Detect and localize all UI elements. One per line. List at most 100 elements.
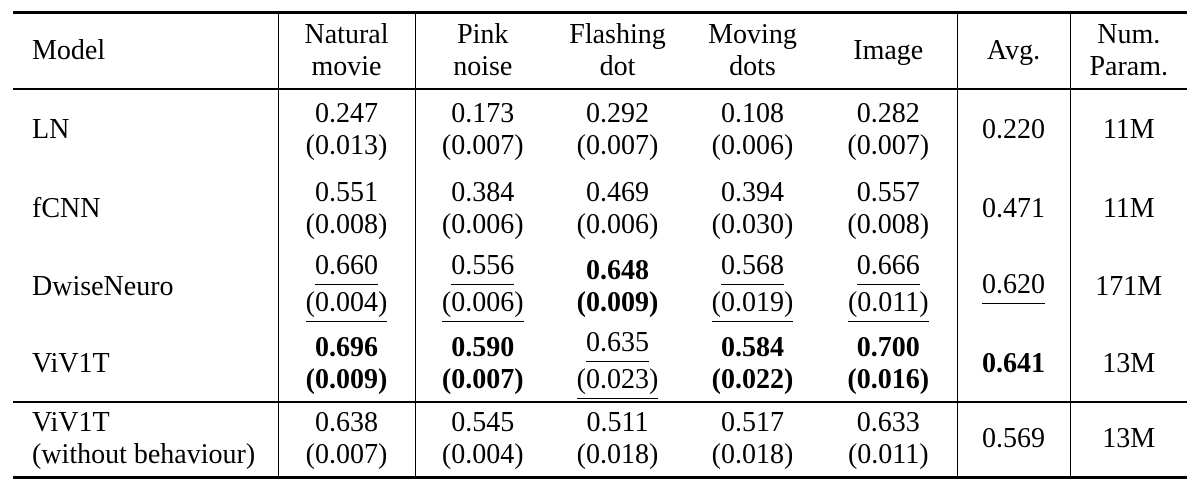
- cell-value: 0.394: [721, 177, 784, 208]
- cell-moving-dots: 0.584 (0.022): [685, 327, 820, 402]
- cell-value: 0.584: [721, 331, 784, 363]
- cell-value: 0.557: [856, 177, 920, 208]
- cell-stderr: (0.007): [441, 130, 524, 161]
- table-row-fcnn: fCNN 0.551 (0.008) 0.384 (0.006) 0.469 (…: [13, 170, 1187, 248]
- cell-value: 0.666: [856, 250, 920, 285]
- cell-num-param: 11M: [1069, 170, 1187, 248]
- cell-num-param: 13M: [1069, 326, 1187, 402]
- column-header-pink-noise: Pink noise: [414, 12, 550, 90]
- cell-image: 0.282 (0.007): [820, 89, 957, 171]
- cell-value: 13M: [1102, 423, 1156, 455]
- column-header-image: Image: [820, 12, 957, 90]
- cell-stderr: (0.006): [441, 209, 524, 240]
- cell-value: 0.384: [451, 177, 515, 208]
- cell-value: 0.696: [315, 331, 378, 363]
- column-header-flashing-dot: Flashing dot: [550, 12, 685, 90]
- cell-value: 0.469: [586, 177, 649, 208]
- cell-stderr: (0.009): [576, 287, 659, 318]
- cell-value: 0.292: [586, 98, 649, 129]
- cell-stderr: (0.011): [847, 439, 929, 471]
- cell-stderr: (0.007): [305, 439, 388, 471]
- cell-value: 0.568: [721, 250, 784, 285]
- row-label: fCNN: [32, 193, 101, 224]
- cell-num-param: 171M: [1069, 247, 1187, 327]
- cell-stderr: (0.022): [711, 363, 794, 395]
- row-label: DwiseNeuro: [32, 271, 174, 302]
- cell-moving-dots: 0.568 (0.019): [685, 248, 820, 327]
- cell-stderr: (0.018): [576, 439, 659, 471]
- cell-value: 0.220: [982, 114, 1045, 145]
- cell-pink-noise: 0.556 (0.006): [414, 247, 550, 327]
- table-row-viv1t: ViV1T 0.696 (0.009) 0.590 (0.007) 0.635 …: [13, 326, 1187, 402]
- cell-avg: 0.620: [956, 247, 1070, 327]
- cell-value: 0.635: [586, 327, 649, 362]
- cell-value: 0.247: [315, 98, 378, 129]
- cell-moving-dots: 0.394 (0.030): [685, 171, 820, 248]
- cell-flashing-dot: 0.292 (0.007): [550, 89, 685, 171]
- cell-pink-noise: 0.545 (0.004): [414, 400, 550, 478]
- cell-value: 0.641: [982, 347, 1045, 379]
- cell-stderr: (0.011): [847, 287, 929, 322]
- cell-stderr: (0.008): [305, 209, 388, 240]
- cell-value: 0.471: [982, 193, 1045, 224]
- cell-value: 0.648: [586, 255, 649, 286]
- cell-natural-movie: 0.551 (0.008): [277, 170, 415, 248]
- cell-moving-dots: 0.108 (0.006): [685, 89, 820, 171]
- cell-stderr: (0.006): [711, 130, 794, 161]
- cell-value: 0.282: [856, 98, 920, 129]
- cell-flashing-dot: 0.469 (0.006): [550, 171, 685, 248]
- cell-value: 0.173: [451, 98, 515, 129]
- cell-stderr: (0.023): [576, 364, 659, 399]
- cell-avg: 0.641: [956, 326, 1070, 402]
- cell-pink-noise: 0.590 (0.007): [414, 326, 550, 402]
- cell-value: 11M: [1102, 193, 1155, 224]
- column-header-natural-movie: Natural movie: [277, 12, 415, 90]
- cell-value: 171M: [1095, 271, 1163, 302]
- cell-stderr: (0.004): [441, 439, 524, 471]
- cell-value: 11M: [1102, 114, 1155, 145]
- cell-value: 0.638: [315, 407, 378, 439]
- cell-pink-noise: 0.173 (0.007): [414, 88, 550, 171]
- cell-image: 0.666 (0.011): [820, 248, 957, 327]
- cell-num-param: 13M: [1069, 400, 1187, 478]
- cell-value: 0.633: [856, 407, 920, 439]
- cell-stderr: (0.030): [711, 209, 794, 240]
- cell-stderr: (0.006): [576, 209, 659, 240]
- results-table: Model Natural movie Pink noise Flashing …: [13, 11, 1187, 479]
- table-row-dwiseneuro: DwiseNeuro 0.660 (0.004) 0.556 (0.006) 0…: [13, 247, 1187, 327]
- cell-stderr: (0.009): [305, 363, 388, 395]
- table-row-ln: LN 0.247 (0.013) 0.173 (0.007) 0.292 (0.…: [13, 88, 1187, 171]
- cell-image: 0.700 (0.016): [820, 327, 957, 402]
- cell-natural-movie: 0.696 (0.009): [277, 326, 415, 402]
- cell-flashing-dot: 0.648 (0.009): [550, 248, 685, 327]
- cell-value: 0.551: [315, 177, 378, 208]
- cell-value: 0.556: [451, 250, 515, 285]
- cell-value: 0.517: [721, 407, 784, 439]
- cell-image: 0.633 (0.011): [820, 400, 957, 478]
- column-header-num-param: Num. Param.: [1069, 12, 1187, 90]
- cell-stderr: (0.006): [441, 287, 524, 322]
- cell-num-param: 11M: [1069, 88, 1187, 171]
- cell-value: 0.620: [982, 269, 1045, 304]
- cell-value: 0.545: [451, 407, 515, 439]
- row-label: LN: [32, 114, 70, 145]
- cell-flashing-dot: 0.635 (0.023): [550, 327, 685, 402]
- cell-stderr: (0.019): [711, 287, 794, 322]
- cell-avg: 0.220: [956, 88, 1070, 171]
- table-row-viv1t-without-behaviour: ViV1T (without behaviour) 0.638 (0.007) …: [13, 400, 1187, 478]
- cell-avg: 0.569: [956, 400, 1070, 478]
- cell-avg: 0.471: [956, 170, 1070, 248]
- cell-stderr: (0.013): [305, 130, 388, 161]
- row-label: ViV1T (without behaviour): [13, 400, 278, 478]
- cell-stderr: (0.007): [576, 130, 659, 161]
- cell-value: 0.660: [315, 250, 378, 285]
- cell-stderr: (0.004): [305, 287, 388, 322]
- cell-stderr: (0.007): [847, 130, 930, 161]
- cell-value: 0.511: [586, 407, 649, 439]
- cell-image: 0.557 (0.008): [820, 171, 957, 248]
- cell-natural-movie: 0.660 (0.004): [277, 247, 415, 327]
- cell-value: 0.569: [982, 423, 1045, 455]
- cell-value: 0.700: [856, 331, 920, 363]
- cell-stderr: (0.016): [847, 363, 930, 395]
- column-header-moving-dots: Moving dots: [685, 12, 820, 90]
